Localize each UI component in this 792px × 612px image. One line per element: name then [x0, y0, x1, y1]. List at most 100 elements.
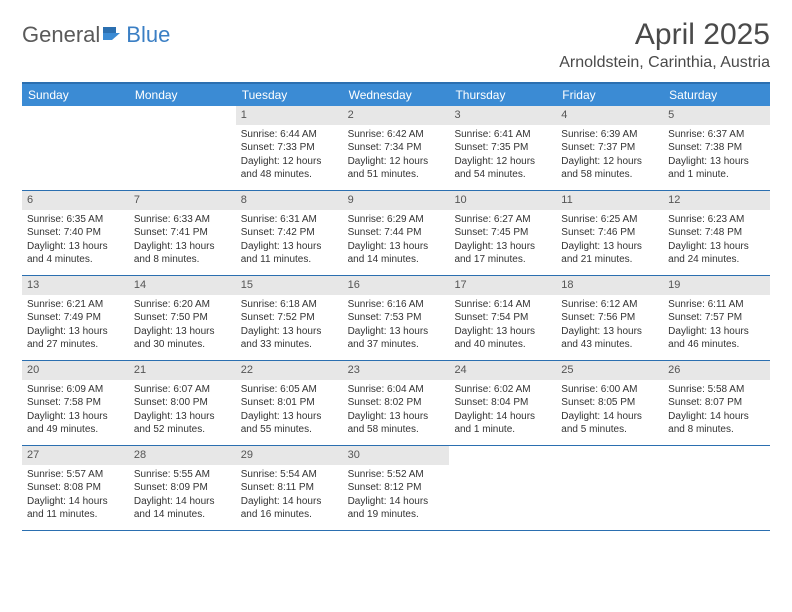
sunrise-text: Sunrise: 5:52 AM — [348, 468, 445, 482]
header-right: April 2025 Arnoldstein, Carinthia, Austr… — [559, 18, 770, 72]
day-number: 7 — [129, 191, 236, 210]
day-cell: 4Sunrise: 6:39 AMSunset: 7:37 PMDaylight… — [556, 106, 663, 190]
day-body: Sunrise: 5:54 AMSunset: 8:11 PMDaylight:… — [236, 465, 343, 527]
day-cell: 25Sunrise: 6:00 AMSunset: 8:05 PMDayligh… — [556, 361, 663, 445]
day-cell-empty — [663, 446, 770, 530]
day-number: 28 — [129, 446, 236, 465]
day-number: 19 — [663, 276, 770, 295]
daylight-text: Daylight: 13 hours and 24 minutes. — [668, 240, 765, 267]
weekday-sunday: Sunday — [22, 84, 129, 106]
sunset-text: Sunset: 8:12 PM — [348, 481, 445, 495]
day-number: 15 — [236, 276, 343, 295]
logo-text-blue: Blue — [126, 22, 170, 48]
day-body: Sunrise: 6:07 AMSunset: 8:00 PMDaylight:… — [129, 380, 236, 442]
day-body: Sunrise: 6:35 AMSunset: 7:40 PMDaylight:… — [22, 210, 129, 272]
weekday-tuesday: Tuesday — [236, 84, 343, 106]
sunrise-text: Sunrise: 6:02 AM — [454, 383, 551, 397]
day-number: 13 — [22, 276, 129, 295]
sunrise-text: Sunrise: 6:29 AM — [348, 213, 445, 227]
day-body: Sunrise: 6:42 AMSunset: 7:34 PMDaylight:… — [343, 125, 450, 187]
day-number: 20 — [22, 361, 129, 380]
sunrise-text: Sunrise: 5:55 AM — [134, 468, 231, 482]
sunset-text: Sunset: 7:37 PM — [561, 141, 658, 155]
day-cell: 27Sunrise: 5:57 AMSunset: 8:08 PMDayligh… — [22, 446, 129, 530]
day-cell-empty — [449, 446, 556, 530]
sunset-text: Sunset: 7:35 PM — [454, 141, 551, 155]
day-number: 9 — [343, 191, 450, 210]
sunrise-text: Sunrise: 5:58 AM — [668, 383, 765, 397]
daylight-text: Daylight: 13 hours and 27 minutes. — [27, 325, 124, 352]
day-number: 10 — [449, 191, 556, 210]
day-cell: 18Sunrise: 6:12 AMSunset: 7:56 PMDayligh… — [556, 276, 663, 360]
daylight-text: Daylight: 13 hours and 21 minutes. — [561, 240, 658, 267]
day-body: Sunrise: 5:58 AMSunset: 8:07 PMDaylight:… — [663, 380, 770, 442]
sunset-text: Sunset: 8:05 PM — [561, 396, 658, 410]
sunset-text: Sunset: 8:09 PM — [134, 481, 231, 495]
day-number: 24 — [449, 361, 556, 380]
logo-text-general: General — [22, 22, 100, 48]
sunrise-text: Sunrise: 6:41 AM — [454, 128, 551, 142]
day-body: Sunrise: 5:52 AMSunset: 8:12 PMDaylight:… — [343, 465, 450, 527]
day-cell: 9Sunrise: 6:29 AMSunset: 7:44 PMDaylight… — [343, 191, 450, 275]
sunrise-text: Sunrise: 5:57 AM — [27, 468, 124, 482]
daylight-text: Daylight: 12 hours and 58 minutes. — [561, 155, 658, 182]
daylight-text: Daylight: 13 hours and 11 minutes. — [241, 240, 338, 267]
sunrise-text: Sunrise: 6:25 AM — [561, 213, 658, 227]
day-number: 11 — [556, 191, 663, 210]
day-number: 25 — [556, 361, 663, 380]
sunrise-text: Sunrise: 6:23 AM — [668, 213, 765, 227]
day-body: Sunrise: 6:02 AMSunset: 8:04 PMDaylight:… — [449, 380, 556, 442]
day-cell-empty — [556, 446, 663, 530]
day-number: 12 — [663, 191, 770, 210]
day-cell: 23Sunrise: 6:04 AMSunset: 8:02 PMDayligh… — [343, 361, 450, 445]
sunset-text: Sunset: 8:04 PM — [454, 396, 551, 410]
week-row: 6Sunrise: 6:35 AMSunset: 7:40 PMDaylight… — [22, 191, 770, 276]
daylight-text: Daylight: 13 hours and 4 minutes. — [27, 240, 124, 267]
week-row: 20Sunrise: 6:09 AMSunset: 7:58 PMDayligh… — [22, 361, 770, 446]
sunrise-text: Sunrise: 6:16 AM — [348, 298, 445, 312]
daylight-text: Daylight: 13 hours and 58 minutes. — [348, 410, 445, 437]
sunrise-text: Sunrise: 6:05 AM — [241, 383, 338, 397]
sunset-text: Sunset: 7:33 PM — [241, 141, 338, 155]
day-cell: 20Sunrise: 6:09 AMSunset: 7:58 PMDayligh… — [22, 361, 129, 445]
daylight-text: Daylight: 12 hours and 54 minutes. — [454, 155, 551, 182]
day-cell: 19Sunrise: 6:11 AMSunset: 7:57 PMDayligh… — [663, 276, 770, 360]
day-number: 3 — [449, 106, 556, 125]
sunrise-text: Sunrise: 6:44 AM — [241, 128, 338, 142]
week-row: 1Sunrise: 6:44 AMSunset: 7:33 PMDaylight… — [22, 106, 770, 191]
day-cell: 6Sunrise: 6:35 AMSunset: 7:40 PMDaylight… — [22, 191, 129, 275]
day-body: Sunrise: 6:18 AMSunset: 7:52 PMDaylight:… — [236, 295, 343, 357]
sunrise-text: Sunrise: 6:18 AM — [241, 298, 338, 312]
day-number: 5 — [663, 106, 770, 125]
daylight-text: Daylight: 13 hours and 33 minutes. — [241, 325, 338, 352]
sunrise-text: Sunrise: 6:20 AM — [134, 298, 231, 312]
day-number: 18 — [556, 276, 663, 295]
day-cell: 16Sunrise: 6:16 AMSunset: 7:53 PMDayligh… — [343, 276, 450, 360]
day-number: 27 — [22, 446, 129, 465]
day-cell: 26Sunrise: 5:58 AMSunset: 8:07 PMDayligh… — [663, 361, 770, 445]
sunset-text: Sunset: 7:56 PM — [561, 311, 658, 325]
day-cell: 15Sunrise: 6:18 AMSunset: 7:52 PMDayligh… — [236, 276, 343, 360]
day-number: 6 — [22, 191, 129, 210]
sunset-text: Sunset: 7:58 PM — [27, 396, 124, 410]
day-body: Sunrise: 6:11 AMSunset: 7:57 PMDaylight:… — [663, 295, 770, 357]
sunrise-text: Sunrise: 6:07 AM — [134, 383, 231, 397]
sunset-text: Sunset: 7:53 PM — [348, 311, 445, 325]
day-number: 16 — [343, 276, 450, 295]
weekday-saturday: Saturday — [663, 84, 770, 106]
daylight-text: Daylight: 14 hours and 19 minutes. — [348, 495, 445, 522]
weekday-wednesday: Wednesday — [343, 84, 450, 106]
weekday-monday: Monday — [129, 84, 236, 106]
week-row: 27Sunrise: 5:57 AMSunset: 8:08 PMDayligh… — [22, 446, 770, 531]
day-body: Sunrise: 6:41 AMSunset: 7:35 PMDaylight:… — [449, 125, 556, 187]
daylight-text: Daylight: 13 hours and 8 minutes. — [134, 240, 231, 267]
sunset-text: Sunset: 7:46 PM — [561, 226, 658, 240]
day-body: Sunrise: 6:33 AMSunset: 7:41 PMDaylight:… — [129, 210, 236, 272]
day-cell: 29Sunrise: 5:54 AMSunset: 8:11 PMDayligh… — [236, 446, 343, 530]
sunrise-text: Sunrise: 6:14 AM — [454, 298, 551, 312]
day-cell: 8Sunrise: 6:31 AMSunset: 7:42 PMDaylight… — [236, 191, 343, 275]
day-body: Sunrise: 5:55 AMSunset: 8:09 PMDaylight:… — [129, 465, 236, 527]
sunrise-text: Sunrise: 6:00 AM — [561, 383, 658, 397]
week-row: 13Sunrise: 6:21 AMSunset: 7:49 PMDayligh… — [22, 276, 770, 361]
sunset-text: Sunset: 8:01 PM — [241, 396, 338, 410]
